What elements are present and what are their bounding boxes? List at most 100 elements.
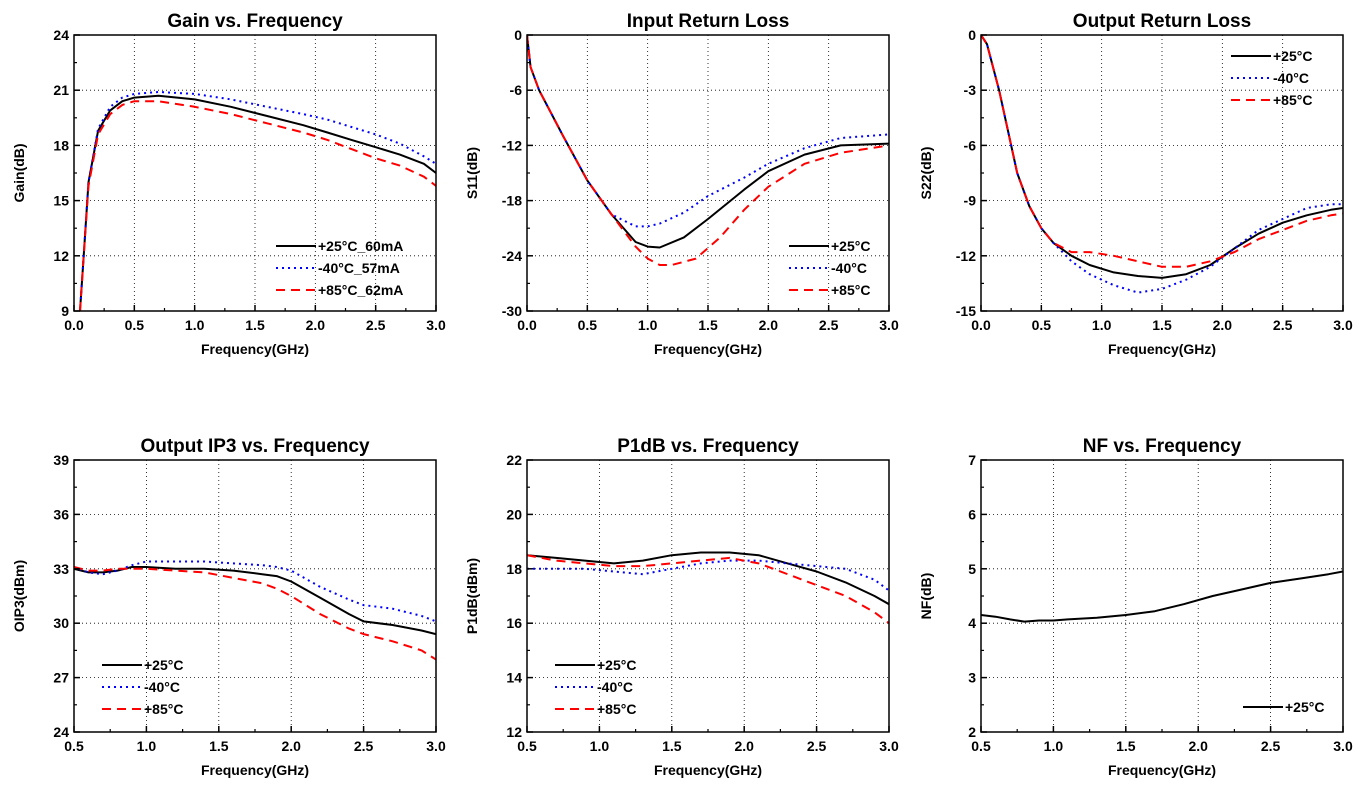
legend-label: +85°C bbox=[831, 282, 870, 298]
chart-title: Output Return Loss bbox=[1073, 11, 1251, 32]
x-axis-label: Frequency(GHz) bbox=[654, 341, 762, 357]
legend-label: +25°C bbox=[1285, 699, 1324, 715]
y-tick-label: -3 bbox=[964, 82, 977, 98]
legend-label: +25°C_60mA bbox=[318, 238, 403, 254]
y-axis-label: Gain(dB) bbox=[11, 143, 27, 202]
series-line-1 bbox=[79, 94, 436, 311]
y-tick-label: 21 bbox=[53, 82, 69, 98]
chart-panel-6: NF vs. Frequency 0.5 1.0 1.5 2.0 2.5 3.0 2 3 4 5 6 7… bbox=[918, 436, 1353, 778]
y-tick-label: 24 bbox=[53, 724, 69, 740]
y-tick-label: 30 bbox=[53, 615, 69, 631]
series-line-3 bbox=[981, 35, 1343, 268]
x-tick-label: 0.0 bbox=[64, 317, 84, 333]
y-tick-label: 5 bbox=[968, 561, 976, 577]
series-line-2 bbox=[527, 35, 889, 228]
series-line-1 bbox=[981, 35, 1343, 279]
legend-label: +25°C bbox=[597, 657, 636, 673]
x-tick-label: 1.0 bbox=[1044, 738, 1064, 754]
legend-label: -40°C bbox=[597, 679, 633, 695]
x-tick-label: 1.5 bbox=[1152, 317, 1172, 333]
x-tick-label: 0.5 bbox=[64, 738, 84, 754]
x-tick-label: 2.5 bbox=[354, 738, 374, 754]
y-tick-label: 7 bbox=[968, 452, 976, 468]
x-tick-label: 3.0 bbox=[1333, 738, 1353, 754]
x-tick-label: 1.0 bbox=[185, 317, 205, 333]
legend-label: +85°C bbox=[597, 701, 636, 717]
y-axis-label: S11(dB) bbox=[464, 147, 480, 199]
series-line-3 bbox=[79, 100, 436, 311]
y-tick-label: -6 bbox=[964, 137, 977, 153]
x-tick-label: 2.5 bbox=[1273, 317, 1293, 333]
x-tick-label: 2.0 bbox=[759, 317, 779, 333]
y-tick-label: 22 bbox=[506, 452, 522, 468]
legend-label: -40°C bbox=[144, 679, 180, 695]
y-tick-label: 12 bbox=[53, 248, 69, 264]
x-tick-label: 0.5 bbox=[971, 738, 991, 754]
legend: +25°C -40°C +85°C bbox=[1231, 48, 1312, 108]
x-tick-label: 2.0 bbox=[306, 317, 326, 333]
legend: +25°C_60mA -40°C_57mA +85°C_62mA bbox=[276, 238, 403, 298]
y-tick-label: 3 bbox=[968, 670, 976, 686]
series-line-2 bbox=[74, 560, 436, 623]
legend-label: +85°C bbox=[144, 701, 183, 717]
y-tick-label: 6 bbox=[968, 506, 976, 522]
series-line-2 bbox=[527, 559, 889, 592]
chart-title: Input Return Loss bbox=[627, 11, 790, 32]
x-tick-label: 3.0 bbox=[426, 317, 446, 333]
chart-panel-3: Output Return Loss 0.0 0.5 1.0 1.5 2.0 2.5 3.0 -… bbox=[918, 11, 1353, 357]
x-tick-label: 0.5 bbox=[578, 317, 598, 333]
legend-label: +25°C bbox=[831, 238, 870, 254]
y-tick-label: -30 bbox=[502, 303, 522, 319]
x-axis-label: Frequency(GHz) bbox=[201, 341, 309, 357]
series-line-2 bbox=[79, 91, 436, 311]
series-line-3 bbox=[527, 35, 889, 266]
x-axis-label: Frequency(GHz) bbox=[654, 762, 762, 778]
y-tick-label: -24 bbox=[502, 248, 522, 264]
legend-label: -40°C bbox=[831, 260, 867, 276]
chart-panel-5: P1dB vs. Frequency 0.5 1.0 1.5 2.0 2.5 3.0 12 14… bbox=[464, 436, 899, 778]
chart-title: Output IP3 vs. Frequency bbox=[140, 436, 370, 457]
x-tick-label: 1.0 bbox=[638, 317, 658, 333]
x-tick-label: 1.5 bbox=[245, 317, 265, 333]
x-tick-label: 0.0 bbox=[517, 317, 537, 333]
y-tick-label: 14 bbox=[506, 670, 522, 686]
x-tick-label: 3.0 bbox=[879, 738, 899, 754]
x-tick-label: 1.5 bbox=[1116, 738, 1136, 754]
y-tick-label: 20 bbox=[506, 506, 522, 522]
x-tick-label: 0.5 bbox=[517, 738, 537, 754]
x-tick-label: 2.5 bbox=[819, 317, 839, 333]
y-tick-label: -15 bbox=[956, 303, 976, 319]
x-tick-label: 2.0 bbox=[1188, 738, 1208, 754]
chart-title: NF vs. Frequency bbox=[1083, 436, 1242, 457]
y-tick-label: 18 bbox=[506, 561, 522, 577]
y-tick-label: 0 bbox=[514, 27, 522, 43]
x-axis-label: Frequency(GHz) bbox=[1108, 341, 1216, 357]
legend-label: +85°C bbox=[1273, 92, 1312, 108]
y-axis-label: NF(dB) bbox=[918, 573, 934, 620]
x-tick-label: 2.5 bbox=[1261, 738, 1281, 754]
x-tick-label: 1.0 bbox=[137, 738, 157, 754]
y-tick-label: 2 bbox=[968, 724, 976, 740]
x-tick-label: 2.5 bbox=[366, 317, 386, 333]
legend: +25°C -40°C +85°C bbox=[789, 238, 870, 298]
x-tick-label: 1.5 bbox=[209, 738, 229, 754]
legend-label: -40°C bbox=[1273, 70, 1309, 86]
x-tick-label: 3.0 bbox=[879, 317, 899, 333]
y-tick-label: 36 bbox=[53, 506, 69, 522]
y-tick-label: 0 bbox=[968, 27, 976, 43]
y-axis-label: P1dB(dBm) bbox=[464, 558, 480, 634]
y-tick-label: 24 bbox=[53, 27, 69, 43]
y-axis-label: OIP3(dBm) bbox=[11, 560, 27, 632]
series-line-1 bbox=[74, 566, 436, 636]
chart-title: P1dB vs. Frequency bbox=[617, 436, 799, 457]
chart-title: Gain vs. Frequency bbox=[167, 11, 343, 32]
x-tick-label: 0.0 bbox=[971, 317, 991, 333]
legend: +25°C bbox=[1243, 699, 1324, 715]
x-tick-label: 1.5 bbox=[662, 738, 682, 754]
legend-label: +85°C_62mA bbox=[318, 282, 403, 298]
series-line-3 bbox=[74, 566, 436, 661]
y-tick-label: 33 bbox=[53, 561, 69, 577]
legend-label: -40°C_57mA bbox=[318, 260, 400, 276]
y-tick-label: 4 bbox=[968, 615, 976, 631]
